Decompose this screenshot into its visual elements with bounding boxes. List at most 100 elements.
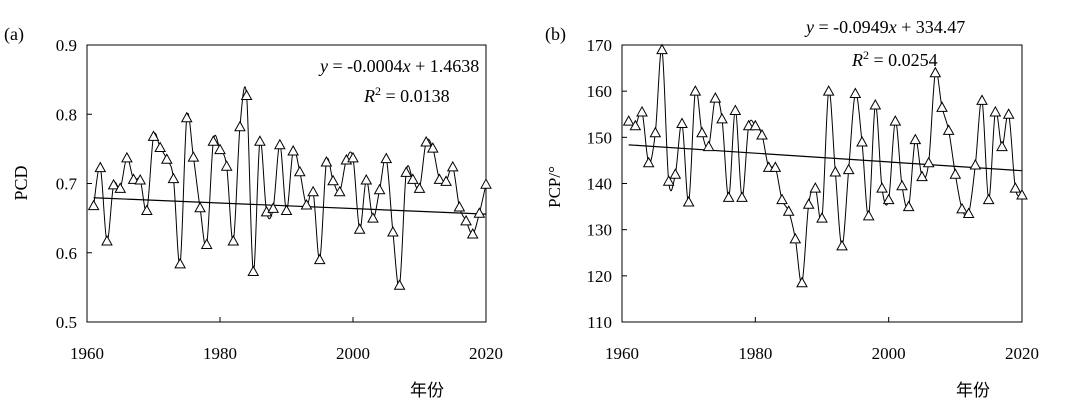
data-point-marker	[929, 66, 942, 78]
data-point-marker	[327, 174, 339, 186]
data-point-marker	[240, 89, 253, 101]
data-point-marker	[922, 156, 935, 168]
data-point-marker	[729, 104, 742, 116]
data-point-marker	[420, 135, 432, 147]
data-point-marker	[809, 182, 822, 193]
data-point-marker	[696, 126, 708, 138]
data-point-marker	[94, 161, 107, 173]
data-point-marker	[629, 119, 642, 131]
data-point-marker	[669, 168, 682, 179]
panel-a-series	[87, 86, 492, 290]
data-point-marker	[127, 173, 140, 184]
data-point-marker	[407, 173, 419, 184]
data-point-marker	[433, 173, 446, 184]
panel-b-equation: y = -0.0949x + 334.47	[804, 17, 965, 37]
data-point-marker	[829, 165, 842, 177]
y-tick-label: 110	[587, 313, 612, 332]
data-point-marker	[347, 151, 359, 163]
data-point-marker	[889, 115, 902, 126]
data-point-marker	[87, 199, 100, 211]
y-tick-label: 0.9	[56, 36, 77, 55]
data-point-marker	[682, 195, 695, 207]
data-point-marker	[187, 151, 200, 162]
data-point-marker	[373, 183, 386, 195]
series-line	[628, 48, 1023, 284]
data-point-marker	[909, 133, 922, 145]
data-point-marker	[134, 174, 147, 185]
data-point-marker	[756, 128, 768, 140]
data-point-marker	[300, 198, 313, 210]
data-point-marker	[460, 214, 472, 226]
x-tick-label: 1960	[605, 344, 639, 363]
data-point-marker	[882, 193, 895, 205]
data-point-marker	[160, 153, 173, 164]
y-tick-label: 150	[587, 128, 613, 147]
data-point-marker	[287, 144, 299, 156]
panel-b-plot-area	[621, 44, 1023, 323]
data-point-marker	[689, 85, 702, 96]
data-point-marker	[776, 193, 788, 205]
y-tick-label: 120	[587, 267, 613, 286]
data-point-marker	[856, 135, 868, 147]
x-tick-label: 2020	[1005, 344, 1039, 363]
data-point-marker	[247, 265, 260, 276]
panel-b-x-axis-title: 年份	[956, 381, 990, 401]
data-point-marker	[1016, 189, 1028, 200]
data-point-marker	[280, 204, 293, 216]
y-tick-label: 130	[587, 221, 613, 240]
y-tick-label: 0.6	[56, 244, 77, 263]
y-tick-label: 160	[587, 82, 613, 101]
x-tick-label: 1960	[70, 344, 104, 363]
data-point-marker	[353, 223, 366, 234]
data-point-marker	[107, 178, 120, 190]
data-point-marker	[307, 185, 319, 197]
data-point-marker	[869, 98, 882, 110]
data-point-marker	[862, 209, 875, 221]
data-point-marker	[636, 105, 648, 117]
x-tick-label: 1980	[203, 344, 237, 363]
data-point-marker	[942, 124, 955, 135]
data-point-marker	[822, 85, 835, 96]
data-point-marker	[446, 160, 459, 172]
data-point-marker	[816, 212, 828, 223]
panel-a-x-ticks: 1960 1980 2000 2020	[70, 317, 503, 363]
data-point-marker	[722, 191, 735, 202]
panel-a-r2: R2 = 0.0138	[363, 84, 450, 106]
data-point-marker	[141, 204, 153, 216]
panel-a-y-ticks: 0.5 0.6 0.7 0.8 0.9	[56, 36, 92, 332]
panel-b-series	[622, 43, 1028, 288]
data-point-marker	[989, 105, 1002, 117]
data-point-marker	[956, 202, 968, 214]
data-point-marker	[896, 179, 908, 191]
panel-b-r2: R2 = 0.0254	[851, 48, 938, 70]
data-point-marker	[320, 156, 333, 167]
x-tick-label: 2000	[336, 344, 370, 363]
x-tick-label: 2000	[872, 344, 906, 363]
data-point-marker	[949, 168, 962, 179]
data-point-marker	[114, 182, 127, 193]
data-point-marker	[400, 166, 413, 177]
data-point-marker	[962, 207, 975, 219]
x-tick-label: 1980	[738, 344, 772, 363]
data-point-marker	[480, 178, 492, 189]
y-tick-label: 0.8	[56, 105, 77, 124]
data-point-marker	[736, 191, 748, 202]
data-point-marker	[227, 234, 240, 246]
data-point-marker	[749, 119, 762, 131]
chart-panel-a: (a) PCD 年份 y = -0.0004x + 1.4638 R2 = 0.…	[4, 24, 503, 401]
data-point-marker	[1002, 108, 1015, 119]
data-point-marker	[413, 182, 426, 193]
data-point-marker	[642, 156, 655, 168]
data-point-marker	[360, 174, 373, 185]
data-point-marker	[902, 200, 915, 212]
data-point-marker	[254, 135, 266, 146]
data-point-marker	[662, 175, 675, 186]
data-point-marker	[200, 238, 213, 249]
data-point-marker	[876, 182, 888, 193]
y-tick-label: 170	[587, 36, 613, 55]
data-point-marker	[796, 276, 808, 288]
data-point-marker	[293, 165, 306, 177]
data-point-marker	[174, 257, 186, 269]
x-tick-label: 2020	[469, 344, 503, 363]
data-point-marker	[393, 279, 406, 290]
